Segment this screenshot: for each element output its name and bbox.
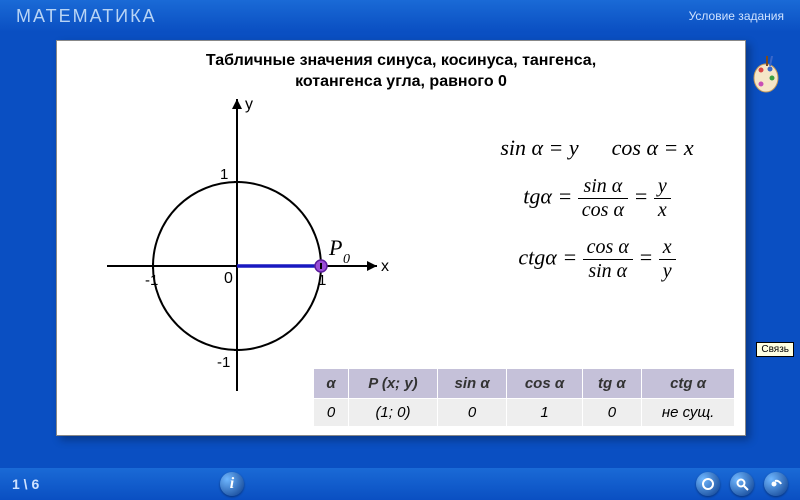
label-P0: 0 — [343, 252, 350, 267]
bottom-bar: 1 \ 6 i — [0, 468, 800, 500]
td-sin: 0 — [437, 399, 507, 427]
th-p: P (x; y) — [349, 369, 438, 399]
values-table: α P (x; y) sin α cos α tg α ctg α 0 (1; … — [313, 368, 735, 427]
th-alpha: α — [314, 369, 349, 399]
label-P: P — [328, 235, 342, 260]
formula-cos: cos α = x — [612, 135, 694, 160]
title-line2: котангенса угла, равного 0 — [295, 73, 507, 90]
th-sin: sin α — [437, 369, 507, 399]
nav-icon-2[interactable] — [730, 472, 754, 496]
label-x: x — [381, 258, 389, 275]
td-tg: 0 — [582, 399, 642, 427]
formulas-block: sin α = y cos α = x tgα = sin αcos α = y… — [407, 135, 787, 297]
formula-sin: sin α = y — [500, 135, 578, 160]
th-tg: tg α — [582, 369, 642, 399]
nav-icon-3[interactable] — [764, 472, 788, 496]
title-line1: Табличные значения синуса, косинуса, тан… — [206, 52, 596, 69]
label-m1l: -1 — [145, 272, 158, 289]
td-p: (1; 0) — [349, 399, 438, 427]
condition-link[interactable]: Условие задания — [689, 9, 784, 23]
label-0: 0 — [224, 270, 233, 287]
td-cos: 1 — [507, 399, 582, 427]
tooltip: Связь — [756, 342, 794, 357]
slide-title: Табличные значения синуса, косинуса, тан… — [57, 41, 745, 97]
label-y: y — [245, 96, 253, 113]
unit-circle-diagram: y x 0 1 1 -1 -1 P 0 — [77, 91, 397, 391]
slide: Табличные значения синуса, косинуса, тан… — [56, 40, 746, 436]
palette-icon[interactable] — [752, 56, 780, 96]
formula-tg: tgα = sin αcos α = yx — [407, 175, 787, 222]
formula-ctg: ctgα = cos αsin α = xy — [407, 236, 787, 283]
app-title: МАТЕМАТИКА — [16, 6, 157, 27]
info-icon[interactable]: i — [220, 472, 244, 496]
label-1t: 1 — [220, 166, 228, 183]
page-counter: 1 \ 6 — [12, 476, 39, 492]
td-ctg: не сущ. — [642, 399, 735, 427]
label-m1b: -1 — [217, 354, 230, 371]
th-ctg: ctg α — [642, 369, 735, 399]
td-alpha: 0 — [314, 399, 349, 427]
label-1r: 1 — [318, 272, 326, 289]
nav-icon-1[interactable] — [696, 472, 720, 496]
th-cos: cos α — [507, 369, 582, 399]
